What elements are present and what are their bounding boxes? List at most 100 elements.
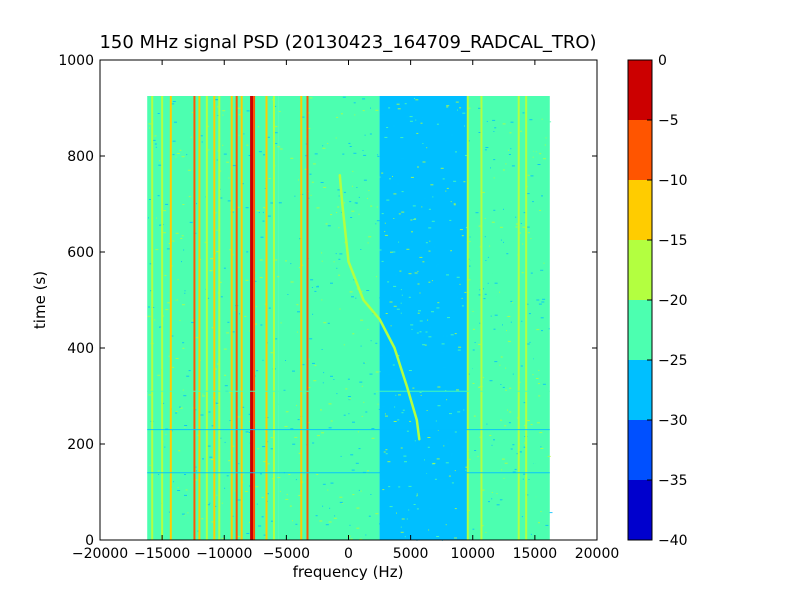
- noise-speck: [509, 432, 511, 434]
- noise-speck: [257, 353, 259, 355]
- noise-speck: [493, 328, 496, 330]
- noise-speck: [292, 520, 293, 522]
- noise-speck: [327, 143, 329, 144]
- noise-speck: [166, 248, 170, 250]
- noise-speck: [221, 502, 223, 504]
- noise-speck: [353, 102, 356, 104]
- noise-speck: [389, 301, 393, 303]
- noise-speck: [244, 270, 247, 272]
- noise-speck: [512, 302, 514, 304]
- noise-speck: [275, 148, 278, 150]
- colorbar-tick-label: 0: [658, 53, 667, 69]
- noise-speck: [398, 213, 401, 215]
- noise-speck: [314, 290, 317, 292]
- noise-speck: [207, 239, 210, 240]
- noise-speck: [368, 236, 372, 238]
- noise-speck: [522, 121, 524, 123]
- noise-speck: [486, 423, 488, 425]
- noise-speck: [356, 187, 358, 188]
- noise-speck: [400, 526, 402, 528]
- noise-speck: [403, 455, 407, 457]
- noise-speck: [219, 281, 222, 283]
- noise-speck: [333, 183, 337, 185]
- noise-speck: [202, 393, 204, 395]
- noise-speck: [321, 203, 322, 205]
- noise-speck: [165, 203, 169, 205]
- noise-speck: [485, 260, 487, 261]
- noise-speck: [478, 132, 482, 133]
- noise-speck: [467, 140, 470, 142]
- noise-speck: [417, 283, 420, 285]
- noise-speck: [506, 239, 509, 241]
- noise-speck: [373, 393, 376, 395]
- noise-speck: [279, 490, 281, 492]
- noise-speck: [279, 115, 282, 116]
- noise-speck: [177, 314, 179, 316]
- noise-speck: [392, 176, 393, 177]
- noise-speck: [270, 352, 274, 354]
- noise-speck: [440, 167, 444, 169]
- noise-speck: [393, 305, 397, 307]
- noise-speck: [431, 241, 433, 243]
- noise-speck: [401, 211, 405, 213]
- noise-speck: [157, 113, 160, 114]
- noise-speck: [324, 207, 327, 209]
- noise-speck: [237, 535, 241, 537]
- noise-speck: [187, 169, 191, 171]
- noise-speck: [409, 420, 412, 422]
- noise-speck: [219, 385, 223, 386]
- noise-speck: [456, 296, 459, 298]
- noise-speck: [484, 293, 487, 295]
- noise-speck: [215, 212, 217, 214]
- noise-speck: [510, 448, 513, 450]
- noise-speck: [513, 426, 515, 428]
- noise-speck: [509, 411, 512, 413]
- noise-speck: [474, 450, 477, 451]
- noise-speck: [268, 178, 271, 179]
- noise-speck: [508, 154, 511, 155]
- noise-speck: [262, 328, 266, 330]
- noise-speck: [360, 345, 362, 347]
- colorbar-level: [628, 360, 652, 420]
- noise-speck: [508, 422, 511, 424]
- noise-speck: [462, 446, 466, 448]
- noise-speck: [184, 494, 187, 496]
- colorbar-tick-label: −35: [658, 473, 688, 489]
- noise-speck: [424, 459, 425, 461]
- noise-speck: [190, 136, 192, 138]
- noise-speck: [165, 433, 167, 435]
- noise-speck: [457, 349, 461, 351]
- noise-speck: [329, 507, 331, 509]
- noise-speck: [454, 227, 456, 229]
- noise-speck: [356, 507, 360, 509]
- noise-speck: [370, 494, 372, 495]
- noise-speck: [216, 159, 218, 161]
- noise-speck: [538, 522, 540, 524]
- noise-speck: [385, 415, 388, 417]
- noise-speck: [500, 239, 502, 241]
- noise-speck: [237, 416, 241, 418]
- noise-speck: [182, 304, 185, 306]
- noise-speck: [450, 224, 452, 226]
- noise-speck: [499, 499, 503, 501]
- noise-speck: [461, 297, 463, 299]
- noise-speck: [238, 114, 241, 116]
- noise-speck: [473, 290, 475, 292]
- noise-speck: [505, 163, 507, 165]
- noise-speck: [164, 275, 167, 277]
- noise-speck: [379, 249, 382, 251]
- noise-speck: [453, 204, 456, 206]
- noise-speck: [321, 260, 323, 262]
- noise-speck: [400, 312, 402, 314]
- noise-speck: [352, 333, 355, 335]
- noise-speck: [228, 460, 231, 462]
- noise-speck: [327, 538, 330, 540]
- noise-speck: [184, 474, 186, 475]
- noise-speck: [315, 515, 318, 517]
- noise-speck: [517, 417, 518, 419]
- plot-area: −20000 −15000 −10000 −5000 0 5000 10000 15000 20…: [58, 53, 619, 562]
- noise-speck: [152, 139, 156, 141]
- noise-speck: [219, 212, 222, 214]
- noise-speck: [264, 303, 266, 305]
- noise-speck: [381, 165, 384, 167]
